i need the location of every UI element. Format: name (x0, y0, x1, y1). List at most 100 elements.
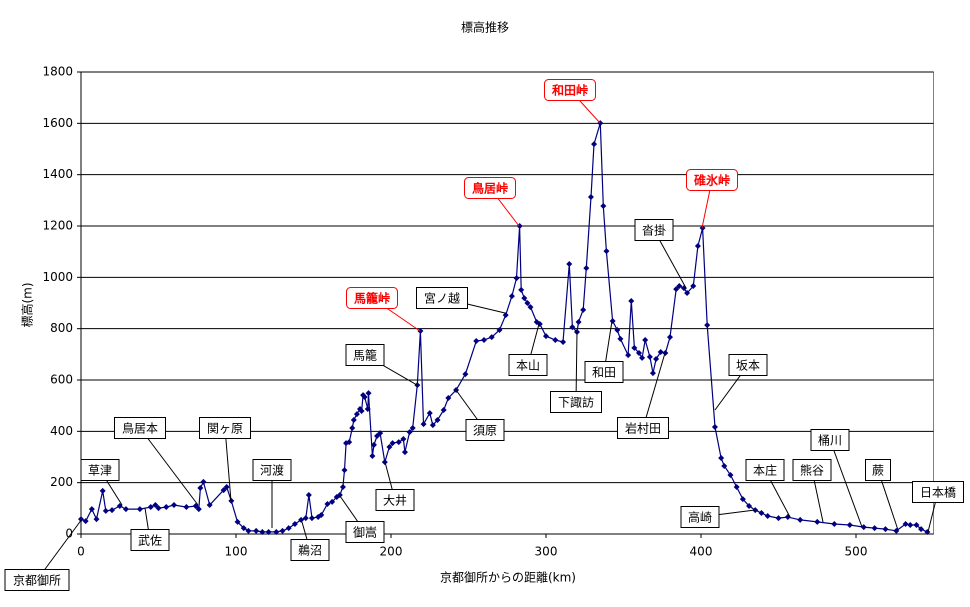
point (302, 515, 309, 522)
callout-line (642, 352, 666, 429)
point (566, 260, 573, 267)
point (636, 350, 642, 357)
callout-text: 蕨 (872, 464, 884, 478)
callout-text: 和田峠 (551, 83, 588, 98)
callout-box (745, 459, 785, 481)
point (152, 501, 159, 508)
point (631, 344, 638, 351)
point (527, 304, 534, 311)
callout-box (686, 169, 738, 191)
point (426, 410, 433, 417)
y-tick-label: 800 (50, 321, 73, 335)
point (259, 528, 266, 535)
point (639, 354, 646, 361)
callout-line (224, 427, 232, 502)
y-tick-label: 0 (65, 527, 73, 541)
callout-box (199, 417, 251, 439)
point (775, 515, 782, 522)
point (82, 518, 89, 525)
callout-text: 下諏訪 (558, 395, 594, 410)
point (78, 516, 84, 523)
y-tick-label: 1000 (42, 270, 73, 284)
point (600, 202, 607, 209)
point (420, 421, 427, 428)
point (206, 501, 213, 508)
point (496, 326, 503, 333)
point (417, 327, 424, 334)
point (797, 516, 804, 523)
point (617, 335, 624, 342)
point (400, 436, 407, 443)
point (350, 417, 357, 424)
point (524, 300, 531, 306)
callout-box (508, 354, 548, 376)
callout-box (680, 506, 720, 528)
point (913, 522, 920, 529)
callout-text: 碓氷峠 (694, 173, 730, 188)
point (122, 506, 129, 513)
point (657, 349, 664, 356)
callout-text: 大井 (383, 494, 407, 508)
callout-box (4, 569, 70, 591)
callout-text: 須原 (473, 424, 497, 438)
point (147, 504, 154, 511)
point (99, 487, 106, 494)
point (560, 339, 567, 346)
point (240, 525, 247, 532)
y-tick-label: 1200 (42, 219, 73, 233)
point (200, 478, 207, 485)
callout-box (114, 417, 166, 439)
point (699, 225, 706, 232)
point (552, 336, 559, 343)
x-tick-label: 400 (690, 545, 713, 559)
point (508, 293, 515, 300)
point (377, 430, 384, 437)
point (298, 516, 305, 523)
point (521, 295, 528, 302)
point (93, 516, 100, 523)
point (488, 334, 495, 341)
point (583, 265, 590, 272)
point (395, 439, 402, 446)
callout-box (584, 361, 624, 383)
point (324, 500, 331, 507)
point (704, 322, 711, 329)
point (88, 506, 95, 513)
x-tick-label: 200 (380, 545, 403, 559)
x-tick-label: 0 (77, 545, 85, 559)
point (653, 355, 660, 362)
callout-box (617, 417, 669, 439)
point (329, 498, 336, 505)
point (102, 507, 109, 514)
point (871, 525, 878, 532)
callout-box (728, 354, 768, 376)
callout-box (550, 391, 602, 413)
callout-text: 熊谷 (800, 463, 824, 478)
callout-box (544, 79, 596, 101)
point (918, 526, 925, 533)
x-axis-label: 京都御所からの距離(km) (440, 570, 576, 585)
point (369, 452, 376, 459)
point (361, 393, 368, 400)
callout-line (829, 439, 863, 528)
point (473, 337, 480, 344)
point (220, 487, 227, 494)
point (445, 394, 452, 401)
y-tick-label: 400 (50, 424, 73, 438)
callout-box (634, 219, 674, 241)
point (389, 440, 396, 447)
callout-box (465, 419, 505, 441)
point (718, 455, 725, 462)
callout-line (139, 427, 199, 506)
point (580, 306, 587, 313)
point (279, 527, 286, 534)
point (746, 503, 753, 510)
y-tick-label: 1800 (42, 65, 73, 79)
point (673, 286, 680, 293)
point (136, 506, 143, 513)
point (285, 525, 292, 532)
point (346, 439, 353, 446)
callout-text: 草津 (88, 464, 112, 478)
callout-box (345, 344, 385, 366)
point (318, 512, 325, 519)
